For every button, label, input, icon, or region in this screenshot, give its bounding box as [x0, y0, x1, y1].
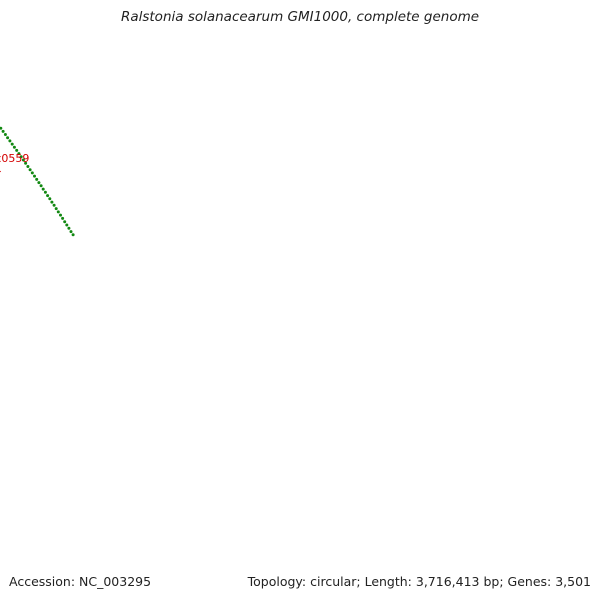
outer-guide-dot [12, 145, 16, 149]
outer-guide-dot [3, 133, 7, 136]
outer-guide-dot [26, 165, 30, 168]
outer-guide-dot [52, 203, 56, 207]
outer-guide-dot [39, 184, 43, 188]
dotted-guides [0, 126, 75, 237]
outer-guide-dot [48, 197, 52, 201]
outer-guide-dot [65, 223, 69, 227]
outer-guide-dot [71, 233, 75, 237]
outer-guide-dot [50, 200, 54, 204]
outer-guide-dot [10, 142, 14, 146]
outer-guide-dot [30, 171, 34, 175]
outer-guide-dot [69, 230, 73, 234]
outer-guide-dot [46, 194, 50, 198]
gene-labels: recArecXRSc0553sucCsucDRSc0556pilA1pilAR… [0, 152, 29, 173]
outer-guide-dot [33, 174, 36, 178]
outer-guide-dot [0, 126, 3, 130]
outer-guide-dot [15, 148, 19, 152]
outer-guide-dot [56, 210, 60, 214]
outer-guide-dot [54, 207, 58, 211]
accession-text: Accession: NC_003295 [9, 574, 152, 589]
genome-summary-text: Topology: circular; Length: 3,716,413 bp… [247, 574, 591, 589]
outer-guide-dot [43, 190, 47, 194]
outer-guide-dot [59, 213, 62, 217]
outer-guide-dot [37, 181, 41, 185]
outer-guide-dot [61, 216, 65, 220]
outer-guide-dot [28, 168, 32, 172]
gene-label-leader [0, 170, 1, 173]
outer-guide-dot [19, 155, 23, 159]
outer-guide-dot [8, 139, 12, 143]
outer-guide-dot [41, 187, 45, 191]
outer-guide-dot [21, 158, 25, 162]
map-title: Ralstonia solanacearum GMI1000, complete… [120, 9, 480, 25]
outer-guide-dot [17, 152, 21, 156]
outer-guide-dot [24, 161, 28, 165]
outer-guide-dot [63, 220, 67, 224]
outer-guide-dot [6, 136, 10, 140]
outer-guide-dot [67, 226, 71, 230]
gene-label: RSc0559 [0, 152, 29, 165]
outer-guide-dot [1, 129, 5, 133]
outer-guide-dot [35, 177, 39, 181]
